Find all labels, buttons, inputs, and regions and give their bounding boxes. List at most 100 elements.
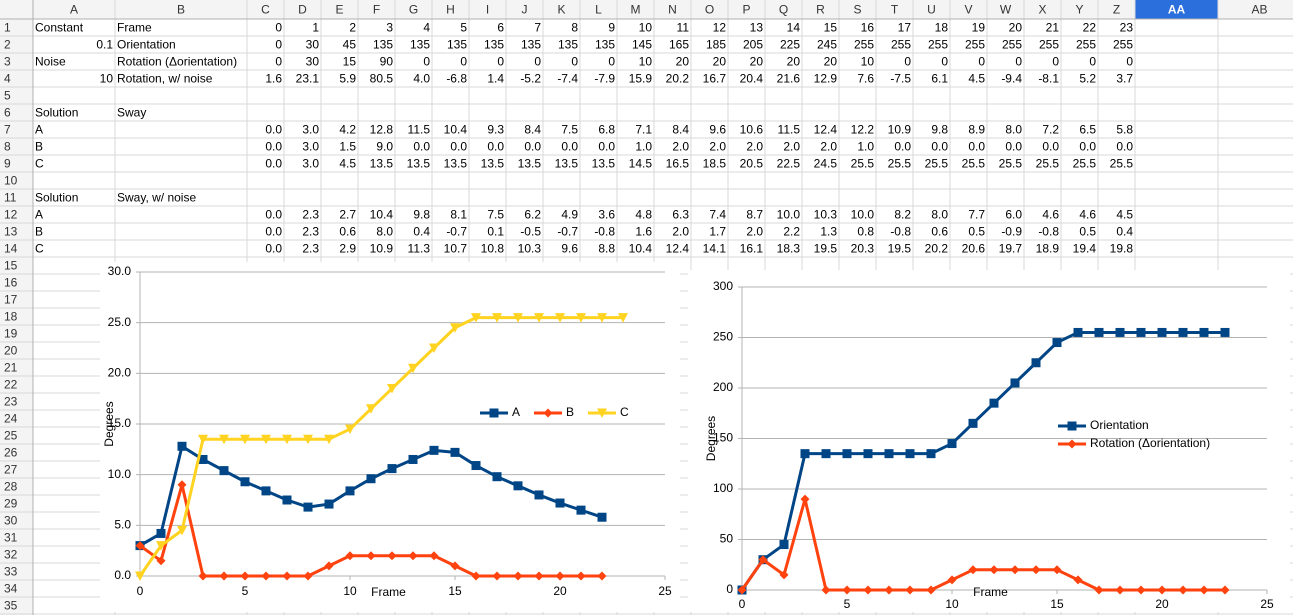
column-header[interactable] [950,0,987,19]
cell: 17 [898,21,912,35]
column-header[interactable] [580,0,617,19]
marker [1052,338,1062,348]
column-header[interactable] [432,0,469,19]
marker [366,404,376,414]
column-header[interactable] [247,0,284,19]
marker [968,418,978,428]
cell: 0.0 [265,208,282,222]
marker [429,343,439,353]
column-header[interactable] [654,0,691,19]
y-tick-label: 0.0 [114,568,131,582]
cell: 0.0 [524,140,541,154]
chart-area [100,262,680,612]
column-header[interactable] [33,0,115,19]
cell: 10 [639,55,653,69]
cell: 0.0 [487,140,504,154]
cell: 0 [534,55,541,69]
cell: 0 [1052,55,1059,69]
cell: 14.1 [703,242,727,256]
cell: 0.0 [968,140,985,154]
column-header[interactable] [876,0,913,19]
row-header-label: 22 [4,378,18,392]
column-header-label: Z [1113,3,1120,17]
row-header-label: 29 [4,497,18,511]
marker [492,472,502,482]
marker [1178,585,1188,595]
cell: 14.5 [629,157,653,171]
marker [156,541,166,551]
column-header[interactable] [617,0,654,19]
row-header-label: 6 [4,106,11,120]
column-header[interactable] [543,0,580,19]
marker [261,571,271,581]
row-header-label: 28 [4,480,18,494]
row-header-label: 9 [4,157,11,171]
marker [800,494,810,504]
cell: 0.0 [561,140,578,154]
cell: 7.5 [561,123,578,137]
cell: 30 [306,38,320,52]
column-header[interactable] [115,0,247,19]
cell: 6.2 [524,208,541,222]
column-header[interactable] [284,0,321,19]
cell: 0.0 [265,157,282,171]
marker [1199,585,1209,595]
cell: 7.1 [635,123,652,137]
column-header-label: I [486,3,489,17]
column-header[interactable] [506,0,543,19]
column-header[interactable] [395,0,432,19]
cell: 0 [275,21,282,35]
row-header-label: 5 [4,89,11,103]
cell: 255 [891,38,911,52]
cell: 20 [750,55,764,69]
column-header[interactable] [1218,0,1293,19]
marker [534,571,544,581]
column-header-label: R [816,3,825,17]
column-header[interactable] [802,0,839,19]
marker [345,486,355,496]
marker [198,454,208,464]
marker [513,313,523,323]
column-header-label: D [298,3,307,17]
y-tick-label: 250 [713,330,733,344]
marker [156,528,166,538]
cell: 19.4 [1073,242,1097,256]
cell: 20 [713,55,727,69]
cell: 20.4 [740,72,764,86]
marker [1094,585,1104,595]
column-header[interactable] [1024,0,1061,19]
column-header[interactable] [1098,0,1135,19]
column-header-label: Y [1075,3,1083,17]
column-header-label: C [261,3,270,17]
column-header[interactable] [358,0,395,19]
cell: 22 [1083,21,1097,35]
column-header[interactable] [987,0,1024,19]
cell: 0.0 [265,123,282,137]
column-header[interactable] [765,0,802,19]
marker [576,313,586,323]
cell: 7.2 [1042,123,1059,137]
column-header[interactable] [839,0,876,19]
cell: 5 [460,21,467,35]
column-header[interactable] [469,0,506,19]
cell: 12.2 [851,123,875,137]
marker [1157,327,1167,337]
column-header[interactable] [691,0,728,19]
column-header[interactable] [1135,0,1218,19]
marker [1031,565,1041,575]
cell: 0 [904,55,911,69]
column-header[interactable] [321,0,358,19]
legend-label: Rotation (Δorientation) [1090,436,1210,450]
cell: 0.0 [265,140,282,154]
cell: 20 [1009,21,1023,35]
cell: 0 [1126,55,1133,69]
cell: -0.7 [446,225,467,239]
cell: 10.9 [370,242,394,256]
cell: 0.0 [413,140,430,154]
column-header[interactable] [913,0,950,19]
cell: 16.5 [666,157,690,171]
column-header[interactable] [728,0,765,19]
series-line [138,316,623,577]
cell: Noise [35,55,66,69]
column-header[interactable] [1061,0,1098,19]
